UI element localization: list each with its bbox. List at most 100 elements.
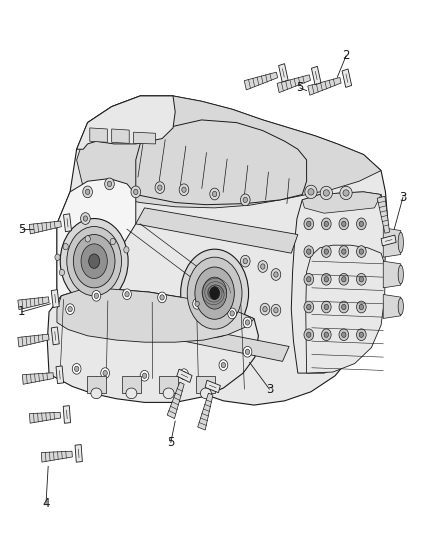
Polygon shape [47, 289, 258, 402]
Ellipse shape [66, 304, 74, 314]
Ellipse shape [357, 246, 366, 257]
Polygon shape [41, 451, 72, 462]
Ellipse shape [74, 235, 115, 288]
Ellipse shape [195, 301, 199, 306]
Ellipse shape [304, 301, 314, 313]
Ellipse shape [243, 259, 247, 264]
Ellipse shape [142, 373, 147, 378]
Ellipse shape [180, 369, 188, 379]
Ellipse shape [321, 246, 331, 257]
Polygon shape [63, 406, 71, 423]
Ellipse shape [60, 219, 128, 304]
Ellipse shape [92, 290, 101, 301]
Polygon shape [383, 261, 401, 288]
Ellipse shape [304, 246, 314, 257]
Ellipse shape [85, 236, 90, 242]
Ellipse shape [307, 249, 311, 254]
Ellipse shape [339, 246, 349, 257]
Polygon shape [177, 369, 192, 383]
Ellipse shape [245, 349, 250, 354]
Ellipse shape [324, 277, 328, 282]
Ellipse shape [339, 273, 349, 285]
Polygon shape [87, 376, 106, 393]
Ellipse shape [245, 320, 250, 325]
Ellipse shape [81, 244, 107, 279]
Ellipse shape [339, 218, 349, 230]
Ellipse shape [187, 257, 242, 329]
Ellipse shape [195, 267, 234, 319]
Text: 5: 5 [297, 82, 304, 94]
Ellipse shape [68, 306, 72, 312]
Polygon shape [205, 380, 220, 393]
Ellipse shape [158, 185, 162, 190]
Text: 1: 1 [18, 305, 26, 318]
Ellipse shape [357, 301, 366, 313]
Text: 3: 3 [399, 191, 406, 204]
Polygon shape [279, 63, 288, 82]
Ellipse shape [342, 249, 346, 254]
Ellipse shape [398, 265, 403, 284]
Ellipse shape [321, 273, 331, 285]
Ellipse shape [320, 186, 332, 200]
Ellipse shape [260, 303, 270, 315]
Ellipse shape [324, 221, 328, 227]
Ellipse shape [94, 293, 99, 298]
Polygon shape [112, 129, 129, 143]
Ellipse shape [105, 178, 114, 190]
Ellipse shape [343, 190, 349, 196]
Polygon shape [167, 382, 184, 418]
Ellipse shape [91, 388, 102, 399]
Polygon shape [196, 376, 215, 393]
Ellipse shape [243, 317, 252, 328]
Ellipse shape [74, 366, 79, 372]
Text: 3: 3 [266, 383, 273, 395]
Polygon shape [342, 69, 352, 87]
Ellipse shape [230, 311, 234, 316]
Ellipse shape [359, 304, 364, 310]
Ellipse shape [274, 272, 278, 277]
Ellipse shape [240, 194, 250, 206]
Ellipse shape [308, 189, 314, 195]
Ellipse shape [258, 261, 268, 272]
Ellipse shape [398, 298, 403, 315]
Polygon shape [22, 373, 53, 384]
Ellipse shape [163, 388, 174, 399]
Polygon shape [134, 132, 155, 144]
Ellipse shape [221, 362, 226, 368]
Polygon shape [136, 208, 298, 253]
Ellipse shape [63, 244, 68, 250]
Ellipse shape [307, 277, 311, 282]
Ellipse shape [339, 301, 349, 313]
Polygon shape [381, 235, 396, 246]
Ellipse shape [72, 364, 81, 374]
Polygon shape [51, 289, 59, 308]
Ellipse shape [324, 304, 328, 310]
Ellipse shape [182, 372, 186, 377]
Ellipse shape [271, 304, 281, 316]
Polygon shape [77, 96, 381, 208]
Polygon shape [277, 75, 311, 93]
Ellipse shape [305, 185, 317, 199]
Ellipse shape [342, 221, 346, 227]
Ellipse shape [321, 218, 331, 230]
Ellipse shape [359, 332, 364, 337]
Polygon shape [302, 192, 381, 213]
Polygon shape [306, 245, 385, 373]
Polygon shape [56, 366, 64, 384]
Ellipse shape [398, 232, 403, 253]
Ellipse shape [124, 247, 129, 253]
Ellipse shape [304, 329, 314, 341]
Text: 4: 4 [42, 497, 50, 510]
Polygon shape [377, 196, 389, 233]
Polygon shape [57, 289, 254, 342]
Polygon shape [51, 327, 59, 345]
Ellipse shape [85, 189, 90, 195]
Ellipse shape [131, 186, 141, 198]
Ellipse shape [182, 187, 186, 192]
Polygon shape [159, 376, 178, 393]
Polygon shape [308, 77, 341, 95]
Ellipse shape [359, 221, 364, 227]
Ellipse shape [340, 186, 352, 200]
Polygon shape [29, 221, 61, 234]
Ellipse shape [342, 277, 346, 282]
